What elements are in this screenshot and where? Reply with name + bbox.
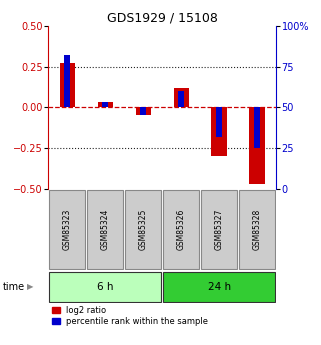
Bar [135,107,151,116]
Bar [173,88,189,107]
Legend: log2 ratio, percentile rank within the sample: log2 ratio, percentile rank within the s… [52,306,208,326]
Bar [87,190,123,269]
Bar [140,107,146,116]
Bar [102,102,108,107]
Text: GSM85327: GSM85327 [214,209,224,250]
Bar [178,91,184,107]
Title: GDS1929 / 15108: GDS1929 / 15108 [107,12,218,25]
Bar [163,272,275,302]
Text: time: time [3,282,25,292]
Bar [216,107,222,137]
Text: ▶: ▶ [27,282,34,291]
Bar [212,107,227,156]
Text: GSM85324: GSM85324 [100,209,110,250]
Bar [239,190,275,269]
Text: 24 h: 24 h [207,282,231,292]
Bar [49,272,161,302]
Bar [60,63,75,107]
Text: GSM85326: GSM85326 [177,209,186,250]
Bar [98,102,113,107]
Bar [201,190,237,269]
Bar [49,190,85,269]
Text: GSM85323: GSM85323 [63,209,72,250]
Bar [125,190,161,269]
Text: 6 h: 6 h [97,282,113,292]
Bar [163,190,199,269]
Bar [64,55,70,107]
Text: GSM85325: GSM85325 [139,209,148,250]
Text: GSM85328: GSM85328 [253,209,262,250]
Bar [254,107,260,148]
Bar [249,107,265,184]
